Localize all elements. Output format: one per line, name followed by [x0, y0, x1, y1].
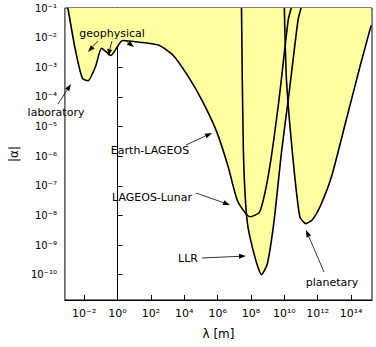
svg-text:10⁶: 10⁶ [208, 307, 227, 320]
svg-text:10⁻²: 10⁻² [35, 32, 57, 43]
svg-text:10⁻⁵: 10⁻⁵ [35, 121, 57, 132]
svg-text:10⁻³: 10⁻³ [35, 62, 57, 73]
svg-text:LLR: LLR [178, 252, 198, 265]
svg-text:λ [m]: λ [m] [202, 327, 234, 341]
svg-text:planetary: planetary [306, 276, 359, 289]
svg-text:10¹⁰: 10¹⁰ [273, 307, 296, 320]
svg-text:10⁻⁹: 10⁻⁹ [35, 240, 57, 251]
svg-text:10⁻⁷: 10⁻⁷ [35, 180, 57, 191]
svg-text:|α|: |α| [7, 146, 21, 162]
svg-text:10¹⁴: 10¹⁴ [340, 307, 363, 320]
svg-text:10⁻²: 10⁻² [72, 307, 96, 320]
svg-text:10⁻⁸: 10⁻⁸ [35, 210, 57, 221]
svg-text:Earth-LAGEOS: Earth-LAGEOS [111, 144, 189, 157]
svg-text:10⁻¹⁰: 10⁻¹⁰ [31, 269, 57, 280]
svg-text:10¹²: 10¹² [306, 307, 329, 320]
svg-text:10⁰: 10⁰ [108, 307, 127, 320]
svg-text:10⁻⁶: 10⁻⁶ [35, 151, 57, 162]
svg-text:laboratory: laboratory [28, 106, 85, 119]
svg-text:10⁻¹: 10⁻¹ [35, 3, 57, 14]
svg-text:10⁴: 10⁴ [175, 307, 194, 320]
svg-text:geophysical: geophysical [79, 27, 145, 40]
svg-text:LAGEOS-Lunar: LAGEOS-Lunar [112, 191, 192, 204]
svg-text:10⁻⁴: 10⁻⁴ [35, 91, 57, 102]
svg-text:10²: 10² [142, 307, 160, 320]
svg-text:10⁸: 10⁸ [242, 307, 261, 320]
